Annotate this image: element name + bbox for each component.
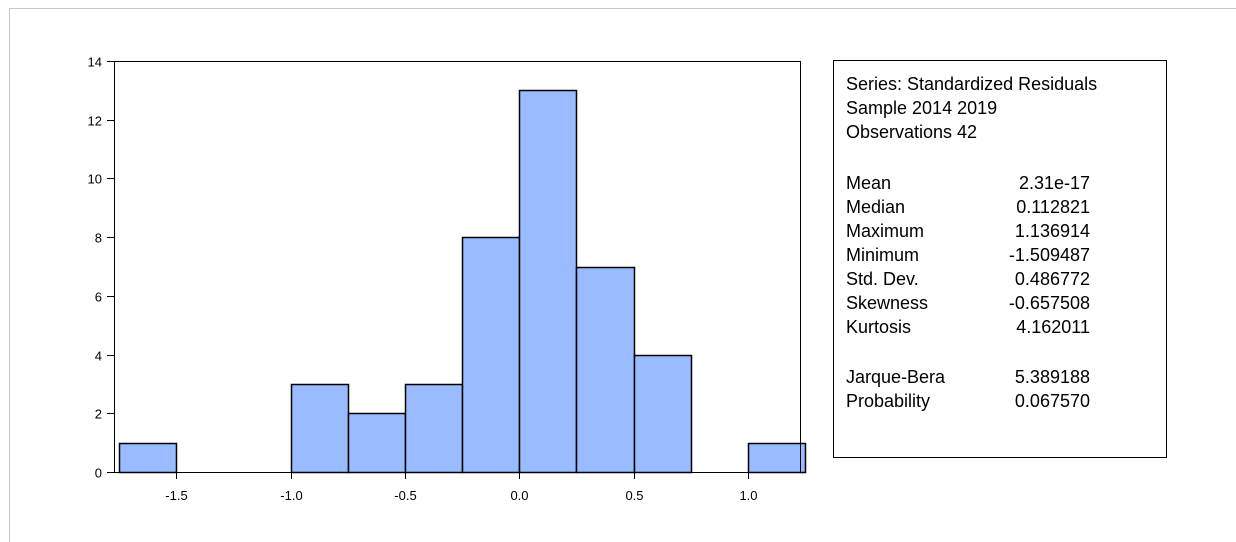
- stat-value: 5.389188: [1014, 367, 1090, 387]
- stat-label: Median: [846, 197, 906, 217]
- stat-label: Minimum: [846, 245, 920, 265]
- y-tick-label: 12: [88, 114, 102, 129]
- stat-label: Mean: [846, 173, 892, 193]
- x-tick-label: -1.0: [280, 488, 302, 503]
- y-tick-label: 10: [88, 172, 102, 187]
- x-tick-label: -0.5: [394, 488, 416, 503]
- sample-range: Sample 2014 2019: [846, 98, 998, 118]
- stat-value: 1.136914: [1014, 221, 1090, 241]
- histogram-bar: [347, 412, 407, 474]
- histogram-bar: [575, 266, 636, 474]
- statistics-box: Series: Standardized Residuals Sample 20…: [833, 60, 1167, 458]
- stat-row-kurtosis: Kurtosis 4.162011: [846, 317, 1166, 339]
- stat-label: Jarque-Bera: [846, 367, 946, 387]
- histogram-bar: [118, 442, 178, 474]
- histogram-bar: [404, 383, 464, 474]
- stat-label: Kurtosis: [846, 317, 912, 337]
- stat-row-probability: Probability 0.067570: [846, 391, 1166, 413]
- stat-value: 4.162011: [1016, 317, 1090, 337]
- y-tick-label: 14: [88, 55, 102, 70]
- stat-row-minimum: Minimum -1.509487: [846, 245, 1166, 267]
- stat-label: Std. Dev.: [846, 269, 919, 289]
- y-tick-label: 4: [95, 349, 102, 364]
- stat-row-jarque-bera: Jarque-Bera 5.389188: [846, 367, 1166, 389]
- stat-label: Probability: [846, 391, 931, 411]
- x-tick-label: 0.0: [510, 488, 528, 503]
- plot-area-frame: [114, 61, 801, 473]
- y-tick-label: 6: [95, 290, 102, 305]
- stat-label: Maximum: [846, 221, 925, 241]
- stat-row-mean: Mean 2.31e-17: [846, 173, 1166, 195]
- y-tick-label: 8: [95, 231, 102, 246]
- series-name: Series: Standardized Residuals: [846, 74, 1098, 94]
- stat-value: 0.486772: [1014, 269, 1090, 289]
- frame-top-border: [9, 8, 1236, 9]
- stat-row-skewness: Skewness -0.657508: [846, 293, 1166, 315]
- stat-row-maximum: Maximum 1.136914: [846, 221, 1166, 243]
- histogram-bar: [747, 442, 807, 474]
- stat-value: 2.31e-17: [1018, 173, 1090, 193]
- y-tick-label: 2: [95, 407, 102, 422]
- histogram-bar: [518, 89, 578, 474]
- stat-label: Skewness: [846, 293, 929, 313]
- stat-value: 0.067570: [1014, 391, 1090, 411]
- stat-value: -1.509487: [1008, 245, 1090, 265]
- x-tick-label: -1.5: [165, 488, 187, 503]
- histogram-bar: [461, 236, 521, 474]
- histogram-bar: [633, 354, 693, 474]
- stat-value: 0.112821: [1016, 197, 1090, 217]
- stat-value: -0.657508: [1008, 293, 1090, 313]
- observations-count: Observations 42: [846, 122, 978, 142]
- stat-row-std-dev: Std. Dev. 0.486772: [846, 269, 1166, 291]
- stat-row-median: Median 0.112821: [846, 197, 1166, 219]
- x-tick-label: 0.5: [625, 488, 643, 503]
- y-tick-label: 0: [95, 466, 102, 481]
- x-tick-label: 1.0: [739, 488, 757, 503]
- frame-left-border: [9, 8, 10, 542]
- histogram-bar: [290, 383, 350, 474]
